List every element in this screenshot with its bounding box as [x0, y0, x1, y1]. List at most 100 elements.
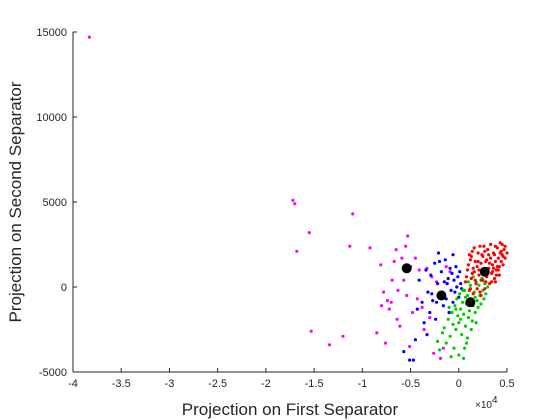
data-point-series-2 [459, 282, 463, 286]
data-point-series-1 [380, 304, 384, 308]
data-point-series-4 [468, 287, 472, 291]
data-point-series-4 [488, 261, 492, 265]
data-point-series-3 [440, 331, 444, 335]
data-point-series-4 [484, 280, 488, 284]
data-point-series-3 [444, 341, 448, 345]
data-point-series-4 [467, 253, 471, 257]
data-point-series-4 [493, 280, 497, 284]
data-point-series-2 [439, 270, 443, 274]
data-point-series-1 [441, 346, 445, 350]
x-tick-label: -2 [261, 378, 271, 390]
data-point-series-3 [476, 305, 480, 309]
data-point-series-3 [452, 346, 456, 350]
data-point-series-3 [437, 348, 442, 352]
data-point-series-2 [458, 270, 462, 274]
data-point-series-4 [505, 251, 509, 255]
data-point-series-1 [291, 198, 295, 202]
data-point-series-2 [436, 251, 441, 255]
data-point-series-4 [473, 259, 477, 264]
data-point-series-2 [426, 290, 430, 294]
centroid-marker [479, 266, 490, 277]
data-point-series-1 [428, 316, 432, 320]
data-point-series-3 [461, 300, 465, 304]
data-point-series-4 [502, 248, 506, 252]
data-point-series-3 [469, 327, 473, 332]
data-point-series-2 [455, 285, 459, 289]
data-point-series-2 [425, 333, 429, 337]
data-point-series-4 [477, 273, 481, 277]
data-point-series-2 [437, 259, 442, 264]
data-point-series-2 [454, 265, 458, 269]
data-point-series-4 [499, 259, 503, 264]
y-ticks: -5000 0 5000 10000 15000 [36, 27, 77, 379]
data-point-series-1 [413, 256, 417, 260]
data-point-series-3 [466, 316, 470, 320]
data-point-series-3 [467, 309, 471, 313]
data-point-series-1 [420, 305, 424, 309]
data-point-series-3 [459, 317, 463, 321]
data-point-series-1 [379, 263, 383, 267]
data-point-series-4 [471, 266, 475, 270]
data-point-series-1 [382, 290, 386, 294]
x-tick-label: -4 [68, 378, 78, 390]
data-point-series-4 [465, 268, 470, 272]
data-point-series-1 [417, 268, 421, 272]
data-point-series-4 [476, 251, 480, 255]
data-point-series-4 [464, 275, 469, 279]
data-point-series-4 [487, 253, 491, 257]
data-point-series-2 [433, 261, 437, 265]
y-tick-label: 10000 [36, 112, 67, 124]
plot-area [73, 32, 507, 372]
data-point-series-4 [503, 244, 507, 248]
data-point-series-2 [413, 338, 417, 342]
data-point-series-2 [411, 358, 415, 362]
data-point-series-4 [489, 242, 493, 247]
data-point-series-3 [450, 310, 454, 315]
data-point-series-4 [492, 253, 497, 257]
data-point-series-4 [496, 268, 500, 272]
data-point-series-3 [454, 307, 458, 311]
data-point-series-2 [430, 292, 434, 296]
data-point-series-4 [490, 263, 495, 267]
data-point-series-3 [475, 299, 479, 303]
data-point-series-3 [436, 339, 440, 343]
data-point-series-1 [396, 288, 400, 292]
data-point-series-4 [482, 244, 486, 248]
data-point-series-2 [402, 350, 406, 354]
data-point-series-2 [446, 276, 450, 281]
data-point-series-2 [452, 278, 456, 282]
data-point-series-4 [498, 241, 502, 245]
data-point-series-2 [451, 253, 455, 257]
data-point-series-4 [478, 244, 482, 248]
data-point-series-2 [417, 278, 421, 282]
data-point-series-3 [451, 322, 455, 326]
data-point-series-4 [481, 278, 485, 282]
data-point-series-2 [453, 290, 457, 294]
x-tick-label: 0 [456, 378, 462, 390]
data-point-series-3 [447, 305, 451, 309]
x-multiplier-base: ×10 [475, 400, 492, 411]
data-point-series-2 [442, 280, 446, 284]
data-point-series-2 [456, 275, 460, 279]
data-point-series-2 [436, 282, 440, 286]
data-point-series-3 [474, 321, 478, 325]
data-point-series-3 [442, 326, 446, 330]
data-point-series-1 [368, 246, 372, 250]
y-tick-label: 0 [61, 282, 67, 294]
data-point-series-2 [451, 300, 455, 304]
data-point-series-4 [471, 292, 475, 296]
data-point-series-3 [477, 283, 481, 287]
x-tick-label: -3 [165, 378, 175, 390]
data-point-series-3 [449, 355, 453, 359]
data-point-series-1 [444, 265, 448, 269]
data-point-series-4 [468, 258, 472, 262]
data-point-series-4 [500, 253, 504, 257]
data-point-series-4 [476, 259, 480, 264]
data-point-series-2 [449, 288, 453, 292]
x-multiplier-exponent: 4 [492, 395, 498, 406]
data-point-series-1 [390, 278, 394, 282]
data-point-series-4 [469, 276, 473, 281]
x-axis-multiplier: ×104 [475, 395, 498, 411]
data-point-series-1 [405, 293, 409, 298]
